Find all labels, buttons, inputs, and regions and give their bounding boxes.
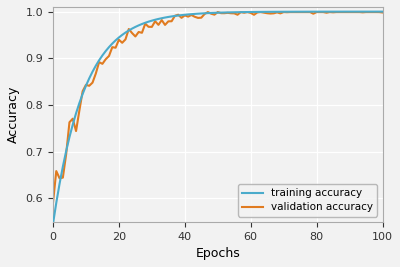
training accuracy (380, 10, 385, 13)
validation accuracy (206, 10, 210, 14)
validation accuracy (74, 129, 78, 133)
Legend: training accuracy, validation accuracy: training accuracy, validation accuracy (238, 184, 377, 217)
validation accuracy (202, 13, 207, 16)
Y-axis label: Accuracy: Accuracy (7, 86, 20, 143)
validation accuracy (133, 35, 138, 38)
training accuracy (74, 112, 78, 115)
Line: validation accuracy: validation accuracy (53, 12, 382, 203)
training accuracy (281, 10, 286, 13)
X-axis label: Epochs: Epochs (195, 247, 240, 260)
training accuracy (248, 10, 253, 14)
validation accuracy (284, 11, 289, 14)
training accuracy (202, 12, 207, 15)
validation accuracy (50, 202, 55, 205)
Line: training accuracy: training accuracy (53, 12, 382, 224)
validation accuracy (380, 11, 385, 14)
validation accuracy (301, 10, 306, 14)
training accuracy (133, 25, 138, 29)
training accuracy (298, 10, 302, 13)
training accuracy (50, 222, 55, 226)
validation accuracy (252, 13, 256, 16)
